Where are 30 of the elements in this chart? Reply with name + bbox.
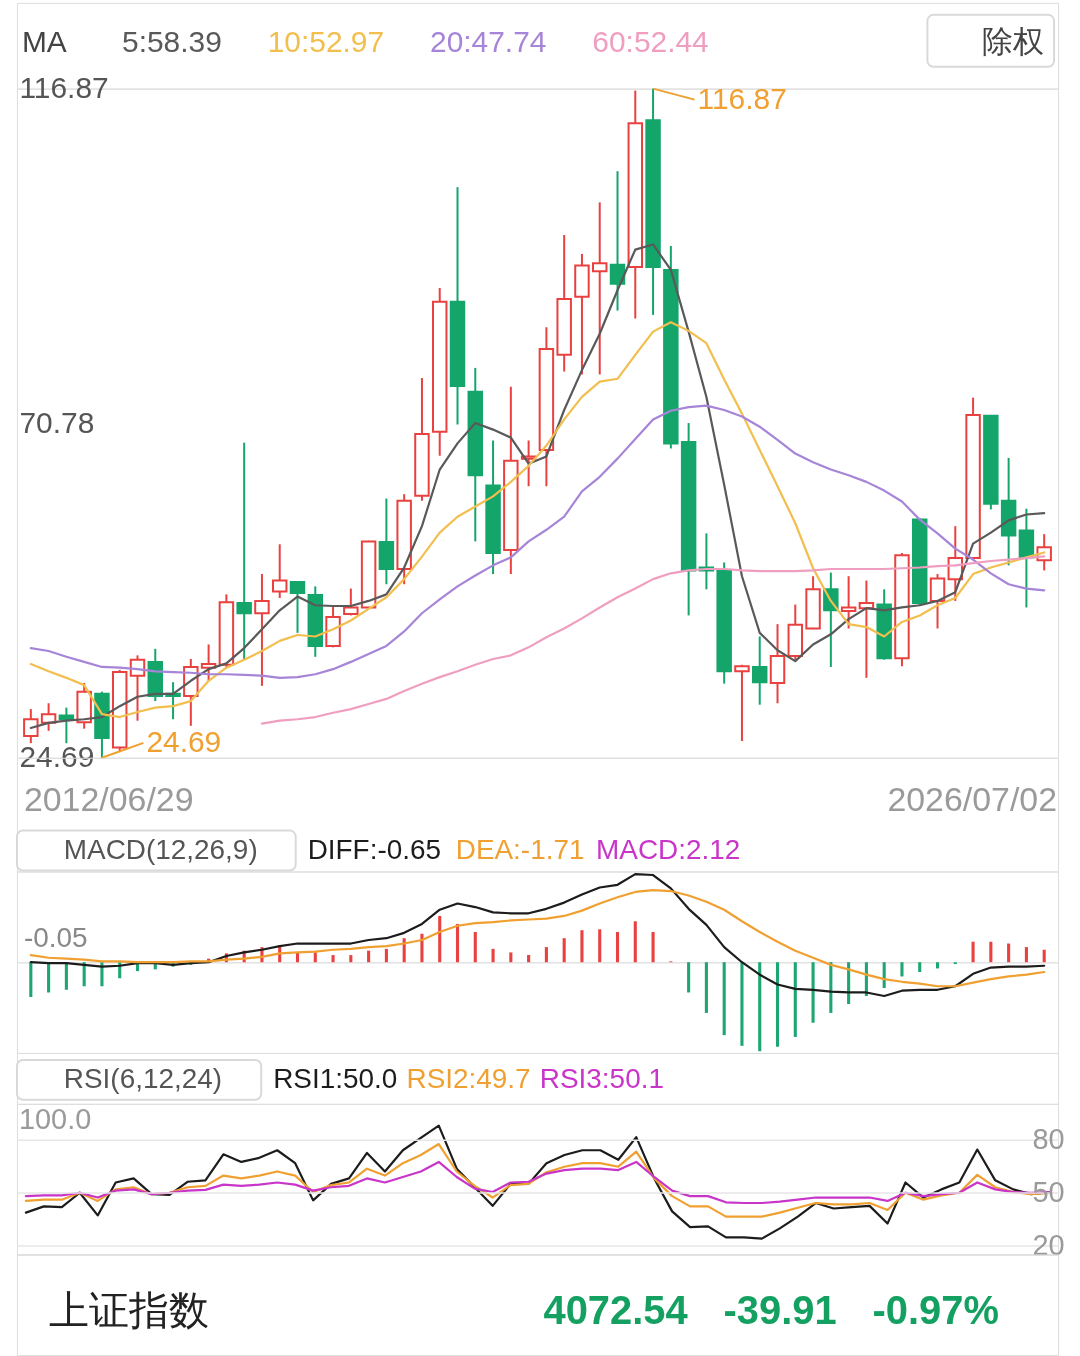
chart-title: MACD(12,26,9) [63, 833, 258, 865]
annotation: 24.69 [146, 724, 222, 758]
series-label: DIFF:-0.65 [307, 833, 441, 865]
text: 10:52.97 [267, 24, 385, 58]
y-tick-label: 70.78 [19, 405, 95, 439]
annotation: 100.0 [18, 1102, 92, 1135]
series-label: RSI1:50.0 [273, 1062, 398, 1094]
text: 60:52.44 [592, 24, 709, 58]
text: 2012/06/29 [23, 779, 194, 818]
annotation: -0.05 [23, 922, 88, 954]
text: -0.97% [872, 1288, 999, 1333]
legend-title: MA [21, 24, 67, 58]
text: 除权 [982, 23, 1045, 59]
text: 2026/07/02 [887, 779, 1058, 818]
text: 上证指数 [48, 1288, 209, 1333]
annotation: 116.87 [697, 81, 787, 115]
text: -39.91 [723, 1288, 837, 1333]
text: RSI3:50.1 [539, 1062, 664, 1094]
y-tick-label: 80 [1032, 1122, 1065, 1155]
series-label: DEA:-1.71 [455, 833, 585, 865]
y-tick-label: 50 [1032, 1175, 1065, 1208]
y-tick-label: 24.69 [19, 740, 95, 774]
text: 5:58.39 [122, 24, 222, 58]
chart-title: RSI(6,12,24) [63, 1062, 223, 1094]
y-tick-label: 116.87 [19, 71, 109, 105]
text: 4072.54 [543, 1288, 688, 1333]
y-tick-label: 20 [1032, 1229, 1065, 1262]
text: 20:47.74 [430, 24, 547, 58]
text: RSI2:49.7 [406, 1062, 531, 1094]
text: MACD:2.12 [596, 833, 741, 865]
